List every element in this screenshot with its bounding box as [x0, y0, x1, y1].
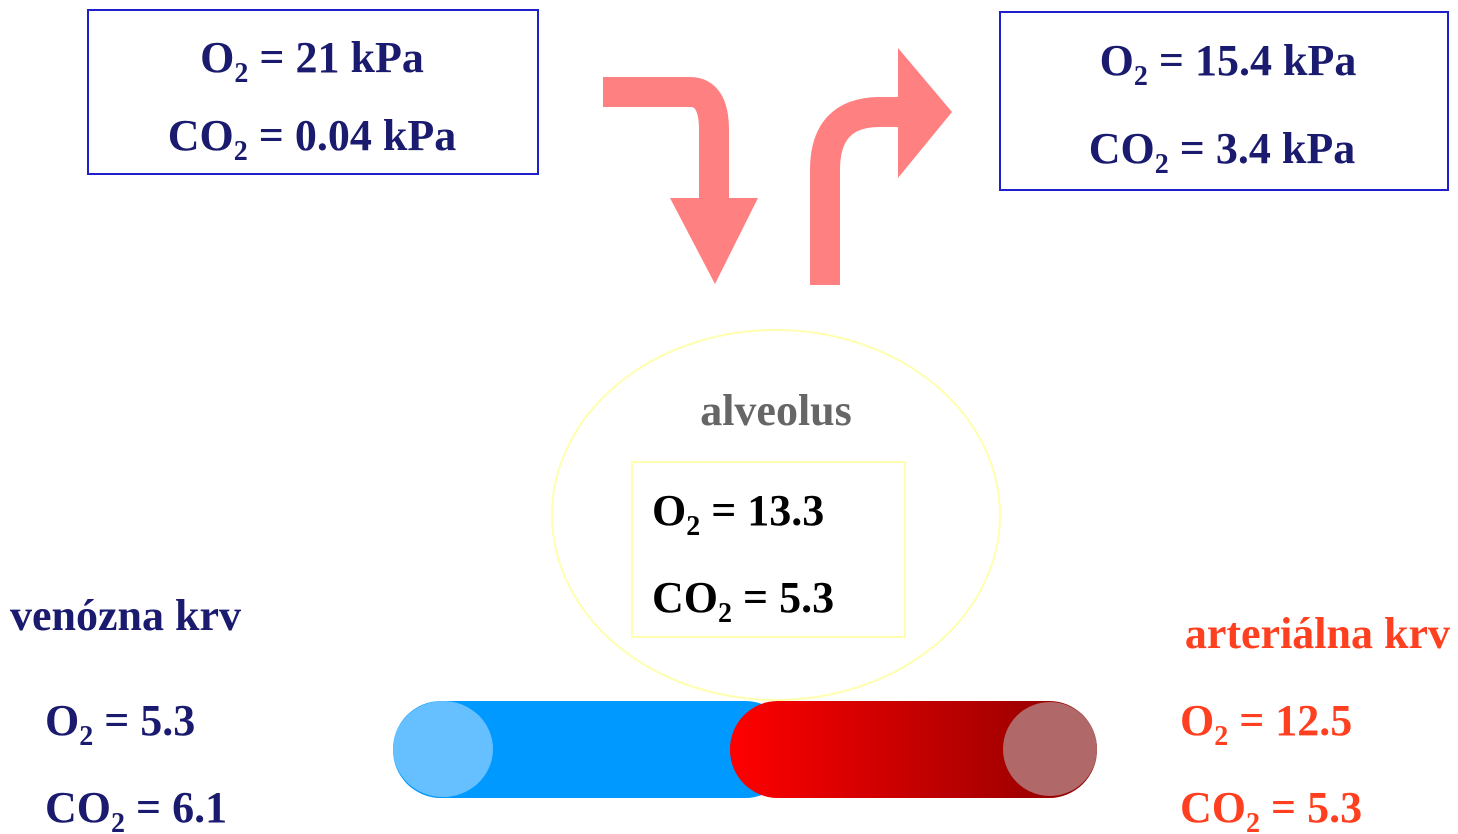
- alveolus-label: alveolus: [700, 386, 852, 435]
- formula-rest: = 5.3: [732, 573, 834, 622]
- inhale-arrow: [603, 92, 714, 205]
- subscript: 2: [1134, 61, 1148, 92]
- exhale-arrow: [825, 112, 905, 285]
- species: O: [1100, 36, 1134, 85]
- page: alveolus venózna krv arteriálna krv O2 =…: [0, 0, 1458, 834]
- arterial-tube-end: [1003, 702, 1097, 796]
- subscript: 2: [1246, 808, 1260, 834]
- venous-label: venózna krv: [10, 591, 241, 640]
- formula: CO2 = 6.1: [45, 783, 227, 834]
- formula: O2 = 15.4 kPa: [1100, 36, 1357, 92]
- formula-rest: = 12.5: [1228, 696, 1352, 745]
- formula: CO2 = 3.4 kPa: [1089, 124, 1355, 180]
- species: CO: [1089, 124, 1155, 173]
- inhale-arrowhead: [670, 198, 758, 284]
- subscript: 2: [686, 511, 700, 542]
- species: CO: [45, 783, 111, 832]
- species: O: [652, 486, 686, 535]
- exhale-arrowhead: [898, 48, 952, 178]
- formula: O2 = 12.5: [1180, 696, 1352, 752]
- species: CO: [652, 573, 718, 622]
- formula-rest: = 13.3: [700, 486, 824, 535]
- subscript: 2: [111, 808, 125, 834]
- formula-rest: = 3.4 kPa: [1169, 124, 1355, 173]
- venous-tube-end: [393, 701, 493, 797]
- subscript: 2: [234, 136, 248, 167]
- species: O: [1180, 696, 1214, 745]
- subscript: 2: [1155, 149, 1169, 180]
- formula: CO2 = 5.3: [652, 573, 834, 629]
- arterial-label: arteriálna krv: [1185, 609, 1450, 658]
- subscript: 2: [1214, 721, 1228, 752]
- formula-rest: = 6.1: [125, 783, 227, 832]
- species: O: [200, 33, 234, 82]
- formula-rest: = 15.4 kPa: [1148, 36, 1356, 85]
- species: CO: [168, 111, 234, 160]
- formula-rest: = 5.3: [93, 696, 195, 745]
- formula: O2 = 21 kPa: [200, 33, 424, 89]
- species: O: [45, 696, 79, 745]
- formula-rest: = 0.04 kPa: [248, 111, 456, 160]
- formula: CO2 = 5.3: [1180, 783, 1362, 834]
- subscript: 2: [718, 598, 732, 629]
- formula-rest: = 21 kPa: [248, 33, 423, 82]
- species: CO: [1180, 783, 1246, 832]
- subscript: 2: [234, 58, 248, 89]
- formula-rest: = 5.3: [1260, 783, 1362, 832]
- diagram: alveolus venózna krv arteriálna krv O2 =…: [0, 0, 1458, 834]
- formula: O2 = 13.3: [652, 486, 824, 542]
- subscript: 2: [79, 721, 93, 752]
- formula: O2 = 5.3: [45, 696, 195, 752]
- formula: CO2 = 0.04 kPa: [168, 111, 456, 167]
